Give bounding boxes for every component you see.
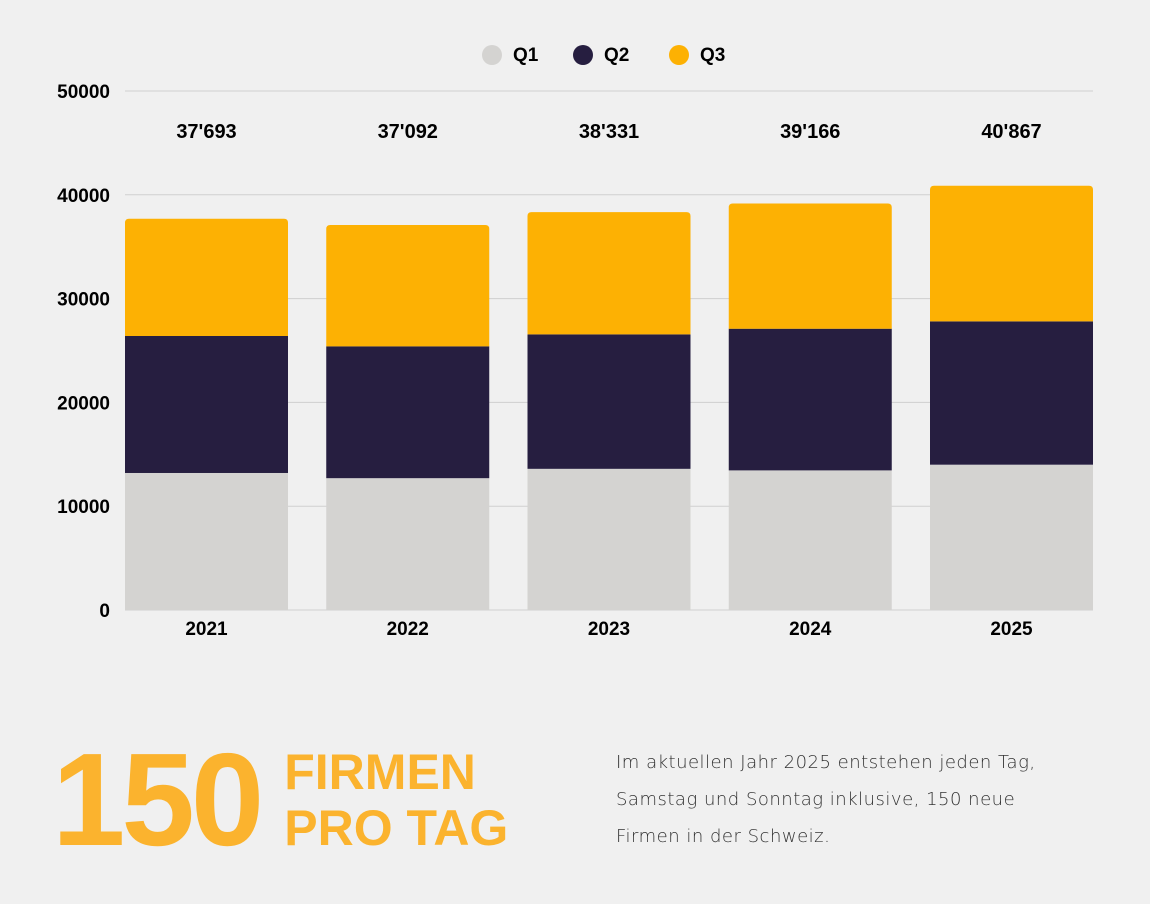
stat-label-line2: PRO TAG (284, 800, 509, 856)
bar-q2-2025 (930, 321, 1093, 465)
description-text: Im aktuellen Jahr 2025 entstehen jeden T… (616, 744, 1086, 855)
x-tick-label: 2021 (185, 619, 228, 640)
stacked-bar-chart: 0 10000 20000 30000 40000 50000 2021 37'693 2022… (57, 45, 1093, 640)
total-label: 39'166 (780, 121, 840, 143)
bar-q2-2023 (527, 334, 691, 469)
x-tick-label: 2022 (387, 619, 429, 640)
stat-label: FIRMEN PRO TAG (284, 744, 508, 856)
bar-q1-2023 (527, 468, 691, 610)
y-tick-label: 10000 (57, 497, 110, 518)
total-label: 40'867 (981, 121, 1041, 143)
legend-marker-q2 (573, 45, 593, 65)
total-label: 37'092 (378, 121, 438, 143)
description-line1: Im aktuellen Jahr 2025 entstehen jeden T… (616, 752, 1036, 773)
bar-q1-2022 (326, 478, 490, 610)
stat-number: 150 (52, 726, 264, 873)
bar-q2-2022 (326, 346, 490, 479)
y-tick-label: 50000 (57, 82, 110, 103)
bar-q2-2021 (125, 335, 288, 473)
y-tick-label: 30000 (57, 290, 110, 311)
bar-q3-2022 (326, 224, 490, 347)
legend-label-q3: Q3 (700, 45, 725, 66)
x-tick-label: 2024 (789, 619, 832, 640)
bar-q2-2024 (728, 328, 892, 471)
x-tick-label: 2023 (588, 619, 630, 640)
bar-q3-2024 (728, 203, 892, 329)
y-tick-label: 40000 (57, 186, 110, 207)
bar-q3-2025 (930, 185, 1093, 322)
legend-label-q1: Q1 (513, 45, 539, 66)
bar-q1-2021 (125, 472, 288, 610)
legend-marker-q1 (482, 45, 502, 65)
bar-q1-2025 (930, 464, 1093, 610)
y-tick-label: 20000 (57, 393, 110, 414)
bar-q3-2021 (125, 218, 288, 336)
description-line2: Samstag und Sonntag inklusive, 150 neue (616, 789, 1016, 810)
bar-q1-2024 (728, 470, 892, 610)
stat-label-line1: FIRMEN (284, 744, 476, 800)
legend-marker-q3 (669, 45, 689, 65)
description-line3: Firmen in der Schweiz. (616, 826, 831, 847)
legend-label-q2: Q2 (604, 45, 629, 66)
y-tick-label: 0 (99, 601, 110, 622)
x-tick-label: 2025 (990, 619, 1033, 640)
total-label: 37'693 (176, 121, 236, 143)
bar-q3-2023 (527, 212, 691, 335)
stat-block: 150 FIRMEN PRO TAG (52, 725, 508, 875)
total-label: 38'331 (579, 121, 639, 143)
